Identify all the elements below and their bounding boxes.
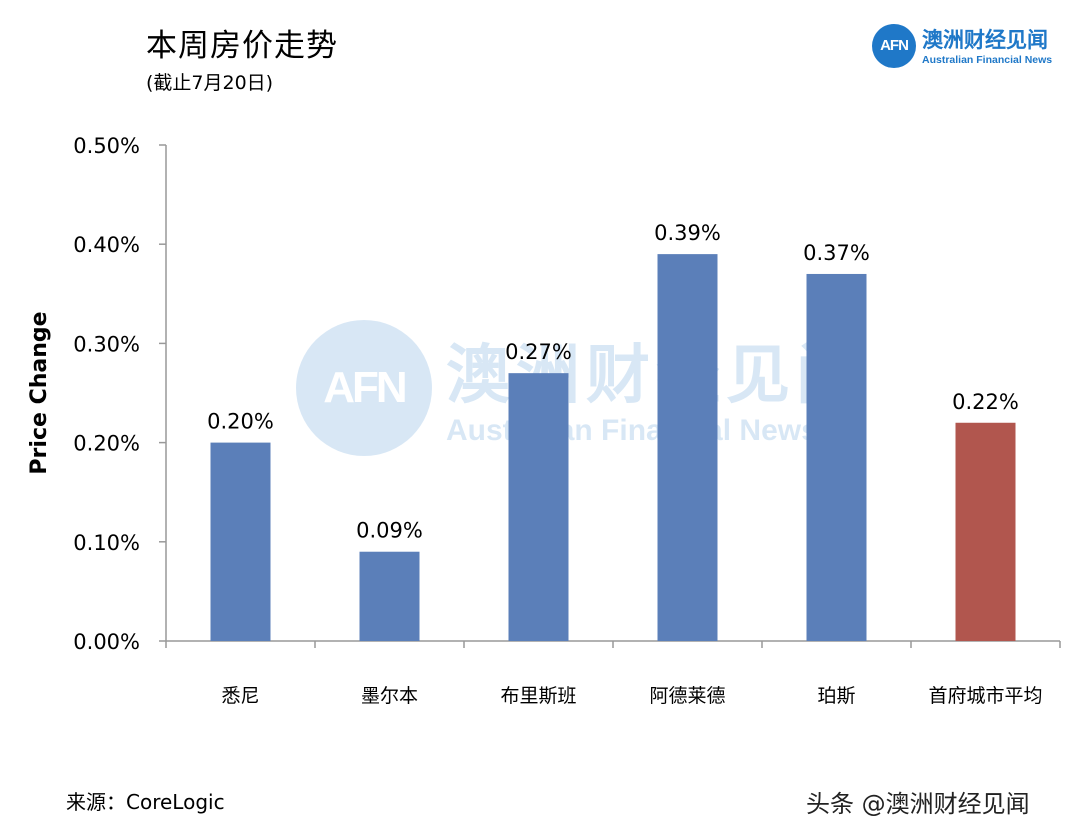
logo-name-en: Australian Financial News: [922, 54, 1053, 66]
y-tick-label: 0.50%: [73, 134, 140, 158]
chart-title: 本周房价走势: [146, 28, 338, 64]
data-label: 0.20%: [207, 410, 274, 434]
y-tick-label: 0.10%: [73, 531, 140, 555]
bar: [508, 373, 569, 641]
bar: [210, 442, 271, 641]
x-tick-label: 墨尔本: [361, 685, 418, 707]
chart-subtitle: (截止7月20日): [146, 72, 274, 94]
bar: [657, 254, 718, 641]
y-axis-title: Price Change: [27, 311, 52, 474]
x-tick-label: 布里斯班: [500, 685, 576, 707]
x-tick-label: 阿德莱德: [649, 685, 725, 707]
bar: [806, 273, 867, 641]
y-tick-label: 0.30%: [73, 332, 140, 356]
data-label: 0.37%: [803, 241, 870, 265]
data-label: 0.27%: [505, 340, 572, 364]
data-label: 0.39%: [654, 221, 721, 245]
y-tick-label: 0.00%: [73, 630, 140, 654]
afn-logo-icon: AFN: [872, 24, 916, 68]
attribution-watermark: 头条 @澳洲财经见闻: [806, 790, 1030, 818]
y-tick-label: 0.20%: [73, 432, 140, 456]
data-label: 0.22%: [952, 390, 1019, 414]
data-label: 0.09%: [356, 519, 423, 543]
source-note: 来源：CoreLogic: [66, 790, 225, 814]
y-tick-label: 0.40%: [73, 233, 140, 257]
logo-name-cn: 澳洲财经见闻: [922, 28, 1048, 52]
bar: [359, 551, 420, 641]
afn-logo: AFN 澳洲财经见闻 Australian Financial News: [872, 24, 1072, 74]
x-tick-label: 珀斯: [817, 685, 855, 707]
x-tick-label: 首府城市平均: [928, 685, 1042, 707]
x-tick-label: 悉尼: [221, 685, 259, 707]
bar: [955, 422, 1016, 641]
